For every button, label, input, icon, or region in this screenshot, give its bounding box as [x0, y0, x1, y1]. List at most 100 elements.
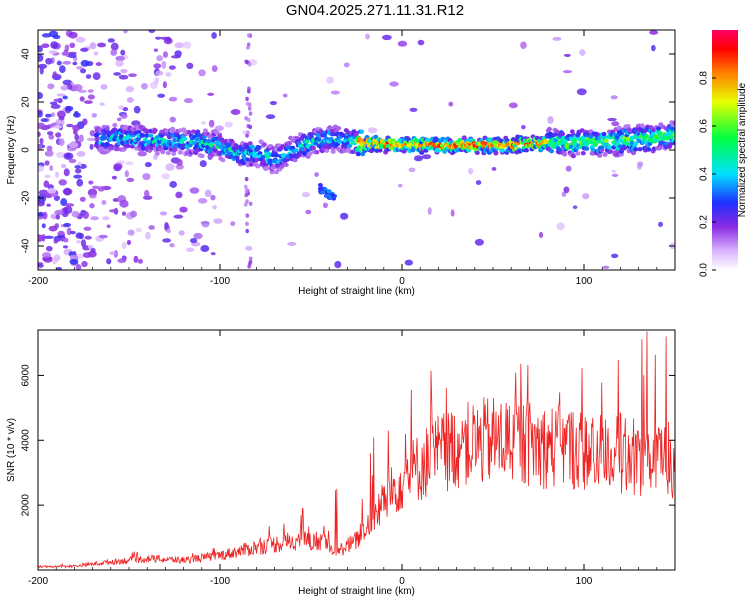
noise-cell — [113, 163, 123, 170]
noise-cell — [248, 111, 253, 116]
blob-cell — [320, 190, 326, 195]
noise-cell — [49, 101, 58, 105]
ridge-cell — [219, 137, 225, 142]
noise-cell — [86, 137, 95, 142]
noise-cell — [38, 262, 44, 266]
noise-cell — [38, 234, 44, 242]
noise-cell — [66, 227, 72, 236]
noise-cell — [245, 245, 253, 251]
noise-cell — [130, 210, 138, 218]
ridge-cell — [245, 157, 251, 163]
ridge-cell — [125, 143, 131, 149]
noise-cell — [80, 239, 87, 248]
ridge-cell — [304, 139, 310, 144]
noise-cell — [117, 258, 127, 264]
noise-cell — [212, 205, 217, 210]
noise-cell — [56, 266, 63, 270]
noise-cell — [168, 65, 176, 70]
ridge-cell — [192, 140, 198, 146]
noise-cell — [47, 83, 55, 90]
ridge-cell — [672, 140, 675, 146]
ridge-cell — [493, 151, 499, 156]
noise-cell — [84, 235, 92, 240]
noise-cell — [41, 223, 46, 229]
noise-cell — [144, 189, 150, 198]
ridge-cell — [627, 128, 633, 133]
ridge-cell — [186, 130, 192, 135]
noise-cell — [224, 121, 233, 128]
noise-cell — [53, 125, 63, 129]
noise-cell — [185, 247, 195, 253]
noise-cell — [611, 173, 619, 178]
noise-cell — [115, 60, 124, 67]
ridge-cell — [311, 145, 317, 151]
noise-cell — [58, 179, 67, 186]
noise-cell — [183, 98, 193, 104]
noise-cell — [121, 241, 127, 249]
ridge-cell — [360, 151, 366, 157]
noise-cell — [73, 174, 83, 179]
ridge-cell — [148, 133, 154, 138]
noise-cell — [243, 202, 248, 207]
ridge-cell — [313, 141, 319, 146]
noise-cell — [83, 100, 93, 104]
ridge-cell — [631, 150, 637, 156]
noise-cell — [116, 117, 122, 122]
noise-cell — [650, 44, 656, 52]
noise-cell — [42, 211, 48, 220]
ridge-cell — [314, 150, 320, 155]
noise-cell — [38, 131, 41, 137]
x-axis-label: Height of straight line (km) — [298, 586, 415, 597]
ridge-cell — [668, 142, 674, 147]
noise-cell — [244, 189, 249, 194]
noise-cell — [547, 116, 554, 124]
noise-cell — [145, 231, 151, 240]
noise-cell — [46, 145, 53, 152]
noise-cell — [162, 238, 172, 243]
ridge-cell — [260, 154, 266, 160]
noise-cell — [76, 240, 82, 244]
noise-cell — [109, 251, 117, 256]
noise-cell — [245, 221, 249, 226]
noise-cell — [176, 159, 183, 167]
noise-cell — [602, 265, 610, 269]
noise-cell — [154, 77, 159, 85]
noise-cell — [38, 201, 45, 207]
noise-cell — [247, 86, 251, 91]
noise-cell — [141, 82, 148, 90]
noise-cell — [82, 252, 92, 258]
noise-cell — [101, 200, 107, 205]
noise-cell — [110, 42, 119, 51]
noise-cell — [579, 49, 586, 56]
ridge-cell — [102, 135, 108, 141]
noise-cell — [64, 206, 73, 214]
ridge-cell — [280, 144, 286, 149]
spectrogram-cells — [38, 30, 675, 270]
noise-cell — [198, 69, 206, 77]
noise-cell — [265, 114, 276, 120]
noise-cell — [93, 51, 99, 56]
ridge-cell — [307, 151, 313, 156]
ridge-cell — [143, 133, 149, 138]
noise-cell — [56, 151, 66, 159]
ridge-cell — [570, 153, 576, 159]
noise-cell — [53, 98, 61, 102]
noise-cell — [73, 84, 83, 92]
noise-cell — [155, 70, 164, 76]
noise-cell — [63, 168, 70, 177]
noise-cell — [69, 230, 76, 235]
ridge-cell — [633, 141, 639, 146]
ridge-cell — [114, 146, 120, 152]
noise-cell — [42, 252, 52, 259]
noise-cell — [126, 97, 134, 103]
noise-cell — [113, 72, 121, 76]
noise-cell — [48, 134, 55, 140]
ridge-cell — [601, 131, 607, 137]
noise-cell — [611, 121, 620, 127]
noise-cell — [365, 33, 371, 40]
noise-cell — [409, 107, 418, 112]
ridge-cell — [152, 128, 158, 133]
noise-cell — [244, 176, 249, 182]
noise-cell — [127, 229, 135, 236]
noise-cell — [99, 234, 108, 239]
